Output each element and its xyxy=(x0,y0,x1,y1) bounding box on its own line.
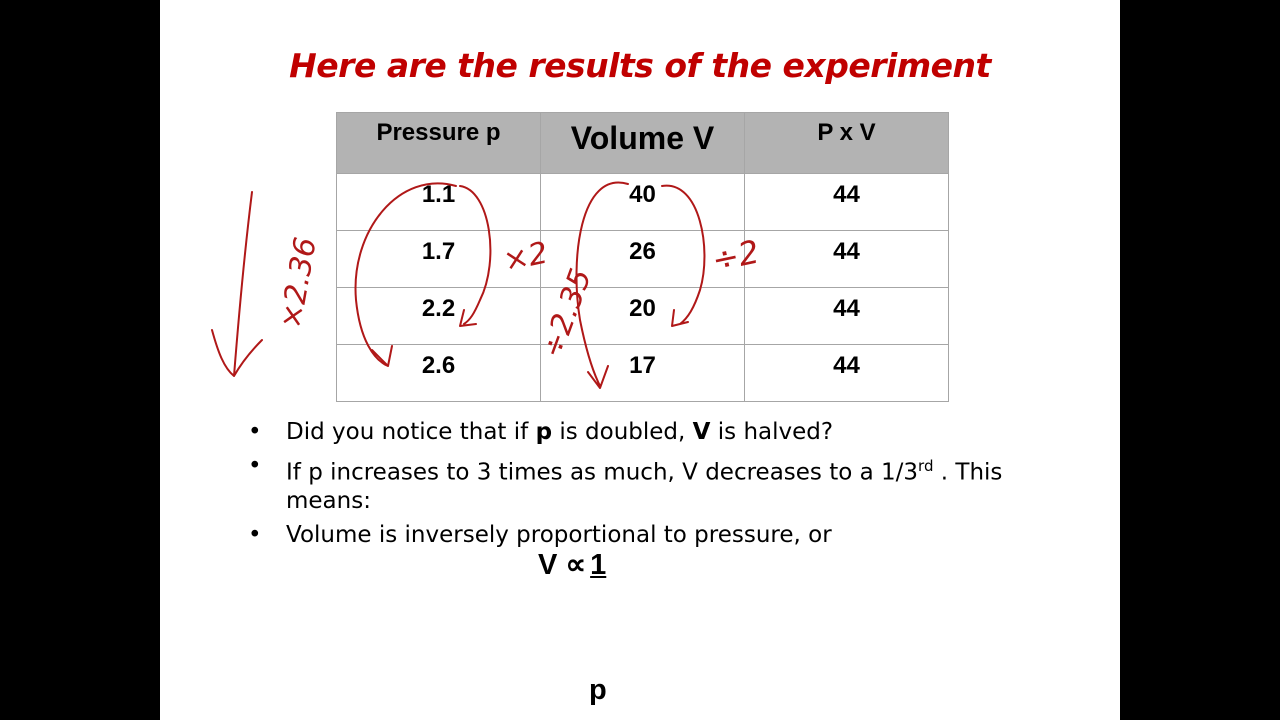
formula-numerator: 1 xyxy=(590,549,607,581)
bullet-marker: • xyxy=(248,453,262,479)
formula-denominator: p xyxy=(589,674,607,706)
bullet-superscript: rd xyxy=(918,457,934,475)
bullet-text: . This means: xyxy=(286,459,1003,514)
cell-pressure: 2.2 xyxy=(336,287,541,345)
cell-volume: 40 xyxy=(540,173,745,231)
bullet-text: is halved? xyxy=(710,419,834,445)
bullet-doubled: • Did you notice that if p is doubled, V… xyxy=(248,418,1048,446)
cell-pressure: 2.6 xyxy=(336,344,541,402)
ink-note-left: ×2.36 xyxy=(273,235,323,332)
bullet-triple: • If p increases to 3 times as much, V d… xyxy=(248,452,1048,515)
bullet-bold-v: V xyxy=(692,419,711,445)
header-pressure: Pressure p xyxy=(336,112,541,174)
table-row: 2.2 20 44 xyxy=(336,287,949,345)
cell-volume: 26 xyxy=(540,230,745,288)
cell-pressure: 1.1 xyxy=(336,173,541,231)
table-row: 2.6 17 44 xyxy=(336,344,949,402)
results-table: Pressure p Volume V P x V 1.1 40 44 1.7 … xyxy=(336,112,949,402)
bullet-text: If p increases to 3 times as much, V dec… xyxy=(286,459,919,486)
header-volume: Volume V xyxy=(540,112,745,174)
bullet-text: is doubled, xyxy=(552,419,693,445)
formula: V ∝ 1 xyxy=(538,547,606,582)
bullet-marker: • xyxy=(248,419,262,445)
cell-pv: 44 xyxy=(744,173,949,231)
bullet-marker: • xyxy=(248,521,262,548)
cell-pv: 44 xyxy=(744,344,949,402)
formula-lhs: V ∝ xyxy=(538,549,587,581)
cell-volume: 20 xyxy=(540,287,745,345)
bullet-text: Volume is inversely proportional to pres… xyxy=(286,521,832,548)
cell-volume: 17 xyxy=(540,344,745,402)
cell-pv: 44 xyxy=(744,287,949,345)
header-pv: P x V xyxy=(744,112,949,174)
bullet-text: Did you notice that if xyxy=(286,419,536,445)
cell-pv: 44 xyxy=(744,230,949,288)
table-row: 1.1 40 44 xyxy=(336,173,949,231)
bullet-inverse: • Volume is inversely proportional to pr… xyxy=(248,521,1048,549)
bullet-list: • Did you notice that if p is doubled, V… xyxy=(248,418,1048,555)
left-long-arrow xyxy=(211,191,263,377)
table-header-row: Pressure p Volume V P x V xyxy=(336,112,949,174)
bullet-bold-p: p xyxy=(535,419,553,445)
table-row: 1.7 26 44 xyxy=(336,230,949,288)
slide-title: Here are the results of the experiment xyxy=(289,46,991,85)
slide: Here are the results of the experiment P… xyxy=(160,0,1120,720)
cell-pressure: 1.7 xyxy=(336,230,541,288)
